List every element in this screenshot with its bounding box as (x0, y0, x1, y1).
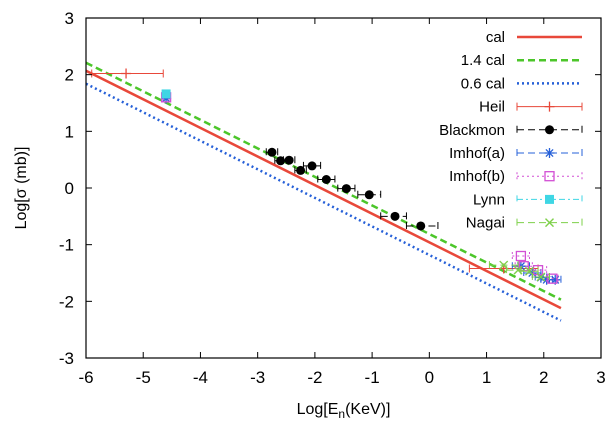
legend-sample-nagai (516, 218, 583, 227)
point-lynn (161, 89, 171, 99)
point-blackmon (296, 165, 306, 175)
legend-sample-imhof-b- (516, 172, 583, 181)
errorbar-blackmon (337, 184, 356, 193)
y-tick-label: -1 (59, 236, 74, 255)
point-blackmon (284, 155, 294, 165)
point-imhof-a- (161, 93, 172, 104)
point-blackmon (390, 211, 400, 221)
point-heil (121, 68, 132, 79)
legend-label-blackmon: Blackmon (439, 122, 505, 139)
legend-marker-nagai (545, 218, 554, 228)
x-tick-label: -4 (193, 368, 208, 387)
y-tick-label: 2 (65, 66, 74, 85)
x-tick-label: 3 (596, 368, 605, 387)
legend-label-imhof-b-: Imhof(b) (449, 168, 505, 185)
point-blackmon (416, 221, 426, 231)
legend-label-lynn: Lynn (473, 191, 505, 208)
y-tick-label: -2 (59, 292, 74, 311)
x-tick-label: -6 (78, 368, 93, 387)
x-tick-label: 1 (482, 368, 491, 387)
x-tick-label: 2 (539, 368, 548, 387)
x-tick-label: 0 (425, 368, 434, 387)
x-tick-label: -1 (365, 368, 380, 387)
y-tick-label: 3 (65, 9, 74, 28)
errorbar-imhof-b- (511, 252, 530, 260)
point-blackmon (307, 161, 317, 171)
legend-marker-imhof-a- (544, 148, 555, 158)
y-tick-label: -3 (59, 349, 74, 368)
point-imhof-b- (547, 273, 558, 284)
legend-label-nagai: Nagai (466, 215, 505, 232)
point-imhof-a- (550, 274, 561, 285)
point-imhof-b- (515, 250, 527, 262)
errorbar-blackmon (317, 175, 336, 184)
point-blackmon (276, 156, 286, 166)
line-0-6-cal (85, 82, 562, 322)
point-blackmon (321, 175, 331, 184)
legend-marker-heil (544, 101, 555, 112)
legend-label-imhof-a-: Imhof(a) (449, 145, 505, 162)
point-nagai (536, 272, 546, 282)
x-axis-label: Log[En(KeV)] (297, 401, 391, 421)
legend-marker-blackmon (545, 125, 554, 135)
legend-label-0-6-cal: 0.6 cal (461, 75, 505, 92)
x-tick-label: -3 (250, 368, 265, 387)
y-tick-label: 1 (65, 122, 74, 141)
x-tick-label: -5 (136, 368, 151, 387)
legend-label-1-4-cal: 1.4 cal (461, 52, 505, 69)
errorbar-blackmon (302, 161, 322, 170)
y-tick-label: 0 (65, 179, 74, 198)
legend-marker-lynn (545, 194, 554, 204)
legend-marker-imhof-b- (544, 171, 555, 182)
point-blackmon (364, 190, 374, 200)
legend-sample-blackmon (516, 125, 583, 134)
point-blackmon (267, 147, 277, 157)
errorbar-nagai (531, 272, 550, 281)
legend: cal 1.4 cal 0.6 cal Heil Blackmon Imhof(a) Imh… (439, 29, 583, 232)
y-axis-label: Log[σ (mb)] (13, 147, 30, 230)
legend-label-cal: cal (486, 29, 505, 46)
errorbar-imhof-b- (546, 274, 559, 283)
x-tick-label: -2 (307, 368, 322, 387)
legend-sample-imhof-a- (516, 149, 583, 157)
point-imhof-b- (518, 261, 529, 272)
point-blackmon (341, 184, 351, 194)
legend-label-heil: Heil (479, 99, 505, 116)
